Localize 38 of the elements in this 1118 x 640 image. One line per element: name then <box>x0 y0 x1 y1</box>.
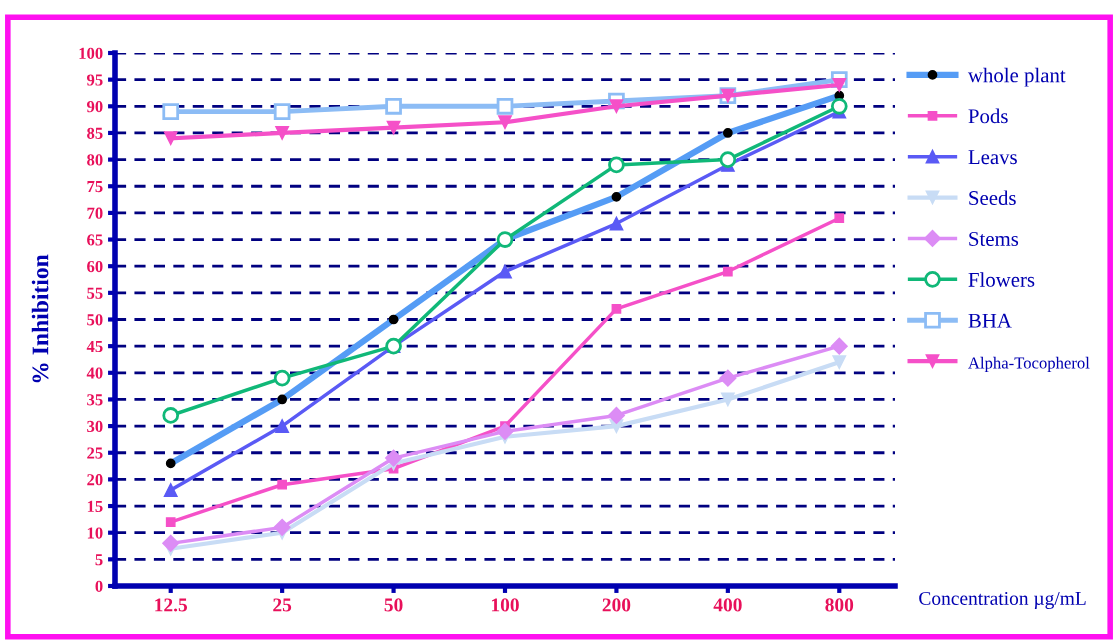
y-tick-label: 25 <box>87 447 103 459</box>
y-tick-label: 15 <box>87 500 103 512</box>
y-tick-label: 70 <box>87 207 103 219</box>
x-tick-label: 400 <box>713 598 742 612</box>
y-tick-label: 75 <box>87 181 103 193</box>
x-tick-label: 100 <box>491 598 519 612</box>
y-tick-label: 35 <box>87 394 103 406</box>
y-tick-label: 55 <box>87 287 103 299</box>
y-tick-label: 10 <box>87 527 103 539</box>
y-tick-label: 5 <box>95 554 103 566</box>
x-tick-label: 25 <box>273 598 292 612</box>
x-tick-label: 50 <box>384 598 403 612</box>
x-tick-label: 800 <box>825 598 854 612</box>
x-tick-label: 200 <box>602 598 631 612</box>
x-tick-label: 12.5 <box>155 598 188 612</box>
y-tick-label: 30 <box>87 420 103 433</box>
legend-label: Alpha-Tocopherol <box>968 356 1090 372</box>
legend-label: whole plant <box>967 67 1066 87</box>
y-tick-label: 95 <box>86 74 103 86</box>
y-tick-label: 100 <box>79 47 103 59</box>
legend-label: BHA <box>968 313 1012 328</box>
legend-label: Flowers <box>968 272 1035 287</box>
legend-label: Seeds <box>969 190 1016 206</box>
y-tick-label: 90 <box>86 101 103 113</box>
legend-label: Pods <box>968 108 1008 124</box>
y-tick-label: 20 <box>87 474 103 486</box>
legend-label: Stems <box>969 231 1019 246</box>
y-tick-label: 80 <box>87 154 103 166</box>
y-tick-label: 60 <box>87 260 103 273</box>
x-axis-title: Concentration µg/mL <box>919 591 1086 609</box>
y-tick-label: 65 <box>87 234 103 246</box>
y-tick-label: 45 <box>86 340 103 353</box>
y-axis-title: % Inhibition <box>31 254 49 383</box>
y-tick-label: 40 <box>86 367 103 379</box>
legend-label: Leavs <box>968 150 1017 165</box>
y-tick-label: 85 <box>87 127 103 139</box>
y-tick-label: 50 <box>87 314 103 326</box>
y-tick-label: 0 <box>95 580 103 592</box>
